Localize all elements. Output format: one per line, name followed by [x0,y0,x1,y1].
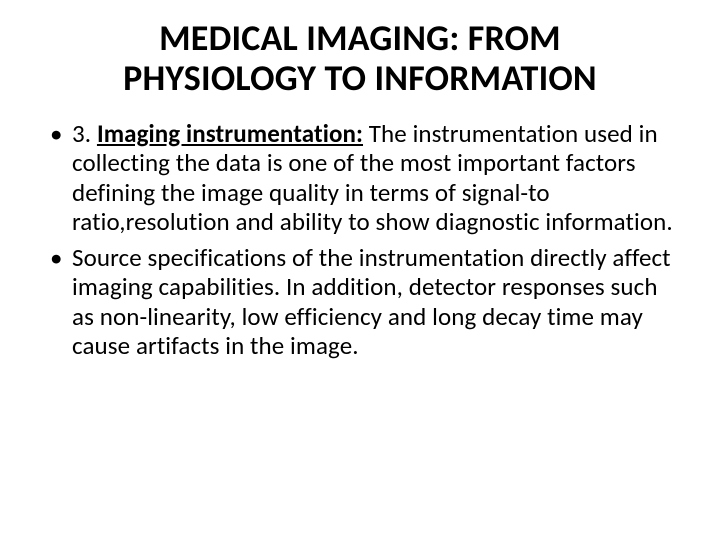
list-item: Source specifications of the instrumenta… [50,243,674,361]
bullet-rest: Source specifications of the instrumenta… [72,242,671,362]
slide-title: MEDICAL IMAGING: FROM PHYSIOLOGY TO INFO… [40,18,680,99]
bullet-list: 3. Imaging instrumentation: The instrume… [40,119,680,361]
title-line-2: PHYSIOLOGY TO INFORMATION [123,56,597,100]
title-line-1: MEDICAL IMAGING: FROM [159,16,561,60]
bullet-lead-number: 3. [72,118,97,149]
bullet-lead: Imaging instrumentation: [97,118,363,149]
slide: MEDICAL IMAGING: FROM PHYSIOLOGY TO INFO… [0,0,720,540]
list-item: 3. Imaging instrumentation: The instrume… [50,119,674,237]
